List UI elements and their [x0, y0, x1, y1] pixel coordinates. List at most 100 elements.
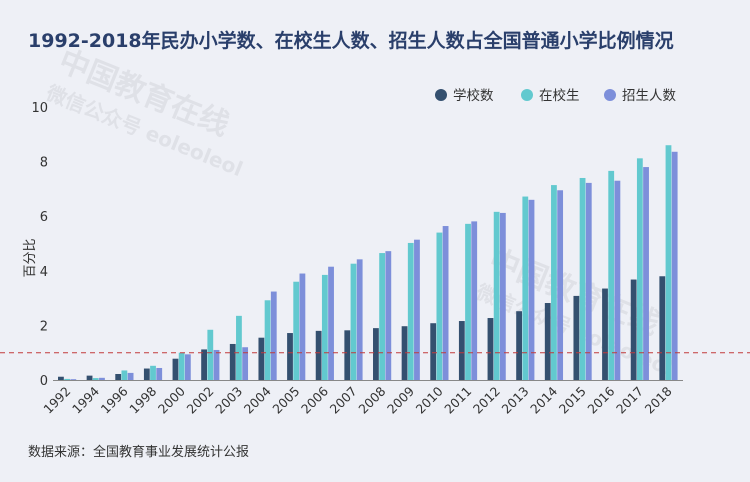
legend-label: 招生人数: [622, 88, 676, 104]
bar-school-2010: [430, 323, 437, 380]
bar-school-2012: [487, 318, 494, 380]
bar-enrolled-1996: [121, 370, 128, 380]
bar-new-students-2007: [356, 259, 363, 380]
bars: [58, 145, 678, 380]
x-tick-label: 1996: [98, 383, 131, 416]
bar-new-students-1992: [70, 379, 77, 380]
bar-new-students-2016: [614, 180, 621, 380]
bar-new-students-1998: [156, 367, 163, 380]
y-tick-label: 6: [40, 210, 48, 225]
y-tick-label: 4: [40, 265, 48, 280]
y-tick-label: 10: [31, 101, 48, 116]
bar-new-students-2004: [270, 291, 277, 380]
bar-enrolled-2004: [264, 300, 271, 380]
legend-marker: [435, 89, 447, 101]
bar-school-1994: [86, 375, 93, 380]
bar-new-students-2009: [414, 239, 420, 380]
bar-enrolled-1998: [150, 365, 156, 380]
bar-new-students-2013: [528, 199, 535, 380]
x-tick-label: 2003: [212, 384, 245, 417]
bar-enrolled-2003: [236, 315, 242, 380]
bar-enrolled-2012: [493, 211, 500, 380]
bar-school-1998: [143, 368, 150, 380]
bar-school-2004: [258, 337, 265, 380]
bar-school-2005: [287, 333, 293, 380]
x-tick-label: 2018: [642, 383, 675, 416]
x-tick-label: 2004: [241, 383, 274, 416]
bar-enrolled-2007: [350, 263, 357, 380]
bar-school-2017: [630, 279, 637, 380]
chart-title: 1992-2018年民办小学数、在校生人数、招生人数占全国普通小学比例情况: [28, 30, 674, 52]
bar-school-2016: [602, 288, 608, 380]
bar-enrolled-2018: [665, 145, 672, 380]
bar-school-2002: [201, 349, 207, 380]
x-tick-label: 1994: [69, 383, 102, 416]
bar-enrolled-2016: [608, 170, 615, 380]
bar-new-students-2010: [442, 226, 449, 380]
source-note: 数据来源：全国教育事业发展统计公报: [28, 445, 250, 460]
x-ticks: 1992199419961998200020022003200420052006…: [40, 383, 674, 416]
bar-enrolled-2014: [551, 185, 557, 380]
y-axis-label-group: 百分比: [23, 238, 38, 277]
x-tick-label: 2008: [355, 383, 388, 416]
legend-label: 学校数: [453, 87, 494, 104]
x-tick-label: 2015: [556, 384, 589, 417]
bar-enrolled-2005: [293, 281, 300, 380]
bar-new-students-2011: [471, 221, 478, 380]
bar-school-2018: [659, 276, 666, 380]
bar-enrolled-2010: [436, 232, 443, 380]
x-tick-label: 2016: [584, 383, 617, 416]
bar-new-students-1996: [127, 372, 134, 380]
x-tick-label: 2014: [527, 383, 560, 416]
bar-new-students-2015: [585, 182, 592, 380]
bar-new-students-2005: [299, 273, 306, 380]
x-tick-label: 2000: [155, 383, 188, 416]
bar-school-2015: [573, 295, 580, 380]
x-tick-label: 2007: [327, 384, 360, 417]
x-tick-label: 2010: [413, 383, 446, 416]
bar-school-1996: [115, 373, 122, 380]
bar-new-students-2017: [643, 167, 649, 380]
bar-school-2013: [516, 311, 522, 380]
x-tick-label: 1998: [126, 383, 159, 416]
x-tick-label: 2005: [269, 384, 302, 417]
bar-school-2009: [401, 326, 408, 380]
x-tick-label: 2013: [499, 384, 532, 417]
bar-enrolled-2015: [579, 177, 586, 380]
bar-enrolled-2008: [379, 253, 386, 380]
bar-school-2011: [458, 321, 465, 380]
bar-school-1992: [58, 376, 64, 380]
y-tick-label: 8: [40, 156, 48, 171]
bar-new-students-2012: [499, 212, 506, 380]
y-tick-label: 2: [40, 319, 48, 334]
bar-enrolled-2009: [407, 242, 414, 380]
bar-enrolled-2011: [465, 223, 471, 380]
x-tick-label: 2017: [613, 384, 646, 417]
bar-school-2008: [373, 328, 379, 380]
bar-new-students-2003: [242, 347, 249, 380]
bar-new-students-2018: [671, 151, 678, 380]
bar-enrolled-2013: [522, 196, 529, 380]
x-tick-label: 2011: [441, 384, 474, 417]
x-tick-label: 2002: [184, 384, 217, 417]
legend-marker: [604, 89, 616, 101]
bar-enrolled-2002: [207, 329, 214, 380]
bar-new-students-2006: [328, 266, 334, 380]
bar-new-students-2000: [184, 354, 191, 380]
bar-enrolled-1992: [64, 378, 71, 380]
bar-enrolled-2006: [321, 274, 328, 380]
bar-enrolled-1994: [92, 378, 99, 380]
bar-new-students-2002: [213, 349, 220, 380]
bar-new-students-2008: [385, 251, 392, 380]
legend: 学校数 在校生 招生人数: [435, 87, 676, 104]
x-tick-label: 2012: [470, 384, 503, 417]
y-tick-label: 0: [40, 374, 48, 389]
bar-school-2014: [544, 303, 551, 380]
x-tick-label: 2009: [384, 383, 417, 416]
y-ticks: 0 2 4 6 8 10: [31, 101, 48, 389]
bar-new-students-1994: [99, 377, 105, 380]
y-axis-label: 百分比: [23, 238, 38, 277]
bar-enrolled-2017: [636, 158, 643, 380]
bar-enrolled-2000: [178, 352, 185, 380]
